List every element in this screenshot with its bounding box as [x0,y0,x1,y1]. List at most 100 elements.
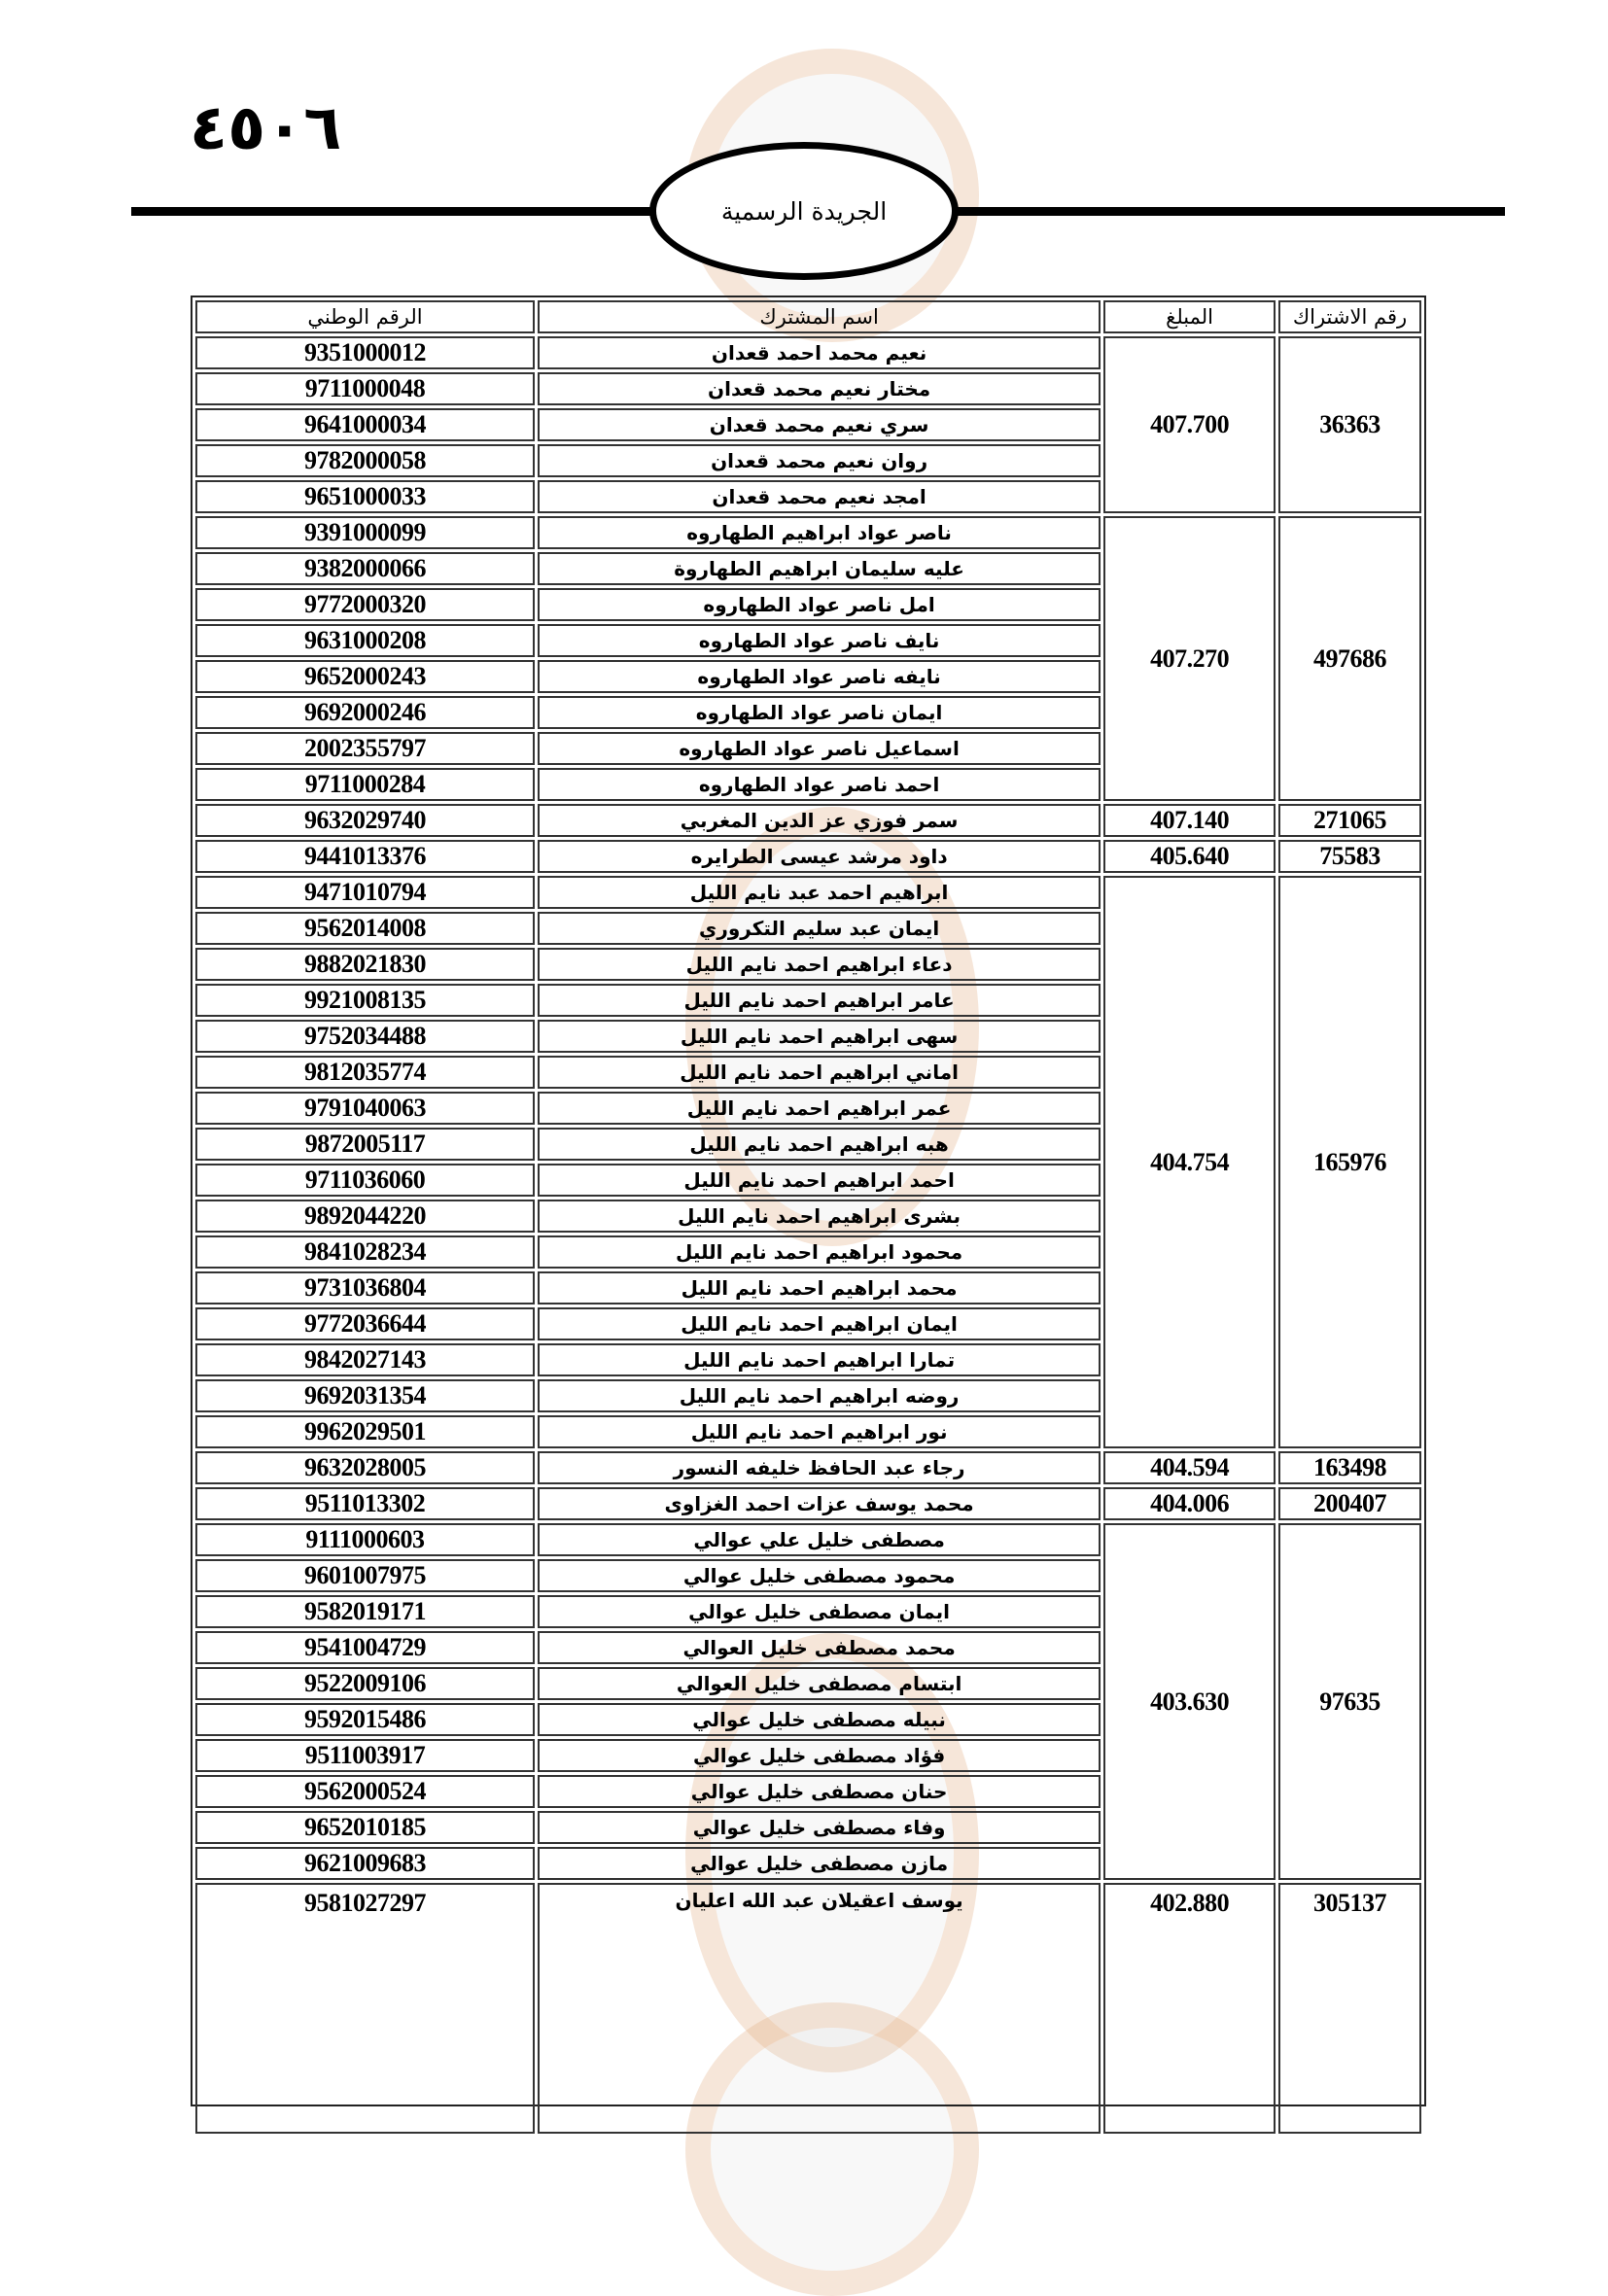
amount-cell: 404.594 [1103,1451,1276,1484]
table-row: مختار نعيم محمد قعدان 9711000048 [195,372,1421,405]
table-header-row: رقم الاشتراك المبلغ اسم المشترك الرقم ال… [195,300,1421,333]
table-row: اماني ابراهيم احمد نايم الليل 9812035774 [195,1056,1421,1089]
table-row: نايفه ناصر عواد الطهاروه 9652000243 [195,660,1421,693]
subscriber-name-cell: امجد نعيم محمد قعدان [537,480,1101,513]
subscriber-name-cell: مصطفى خليل علي عوالي [537,1523,1101,1556]
table-row: 36363 407.700 نعيم محمد احمد قعدان 93510000… [195,336,1421,513]
national-id-cell: 9772036644 [195,1307,535,1340]
header-subscription: رقم الاشتراك [1277,300,1421,333]
subscriber-name-cell: نور ابراهيم احمد نايم الليل [537,1415,1101,1448]
amount-cell: 404.006 [1103,1487,1276,1520]
amount-cell: 402.880 [1103,1883,1276,2134]
subscriber-name-cell: مختار نعيم محمد قعدان [537,372,1101,405]
table-row: روضه ابراهيم احمد نايم الليل 9692031354 [195,1379,1421,1412]
table-row: ابتسام مصطفى خليل العوالي 9522009106 [195,1667,1421,1700]
national-id-cell: 9441013376 [195,840,535,873]
national-id-cell: 9511003917 [195,1739,535,1772]
subscribers-table: رقم الاشتراك المبلغ اسم المشترك الرقم ال… [191,296,1426,2134]
table-row: نايف ناصر عواد الطهاروه 9631000208 [195,624,1421,657]
national-id-cell: 9641000034 [195,408,535,441]
subscriber-name-cell: ابراهيم احمد عبد نايم الليل [537,876,1101,909]
national-id-cell: 9772000320 [195,588,535,621]
subscriber-name-cell: سهى ابراهيم احمد نايم الليل [537,1020,1101,1053]
table-row: 305137 402.880 يوسف اعقيلان عبد الله اعليا… [195,1883,1421,2134]
subscriber-name-cell: دعاء ابراهيم احمد نايم الليل [537,948,1101,981]
subscriber-name-cell: عامر ابراهيم احمد نايم الليل [537,984,1101,1017]
subscriber-name-cell: تمارا ابراهيم احمد نايم الليل [537,1343,1101,1376]
table-row: 497686 407.270 ناصر عواد ابراهيم الطهاروه 9… [195,516,1421,801]
national-id-cell: 9692031354 [195,1379,535,1412]
table-row: مازن مصطفى خليل عوالي 9621009683 [195,1847,1421,1880]
subscriber-name-cell: سري نعيم محمد قعدان [537,408,1101,441]
national-id-cell: 9711000048 [195,372,535,405]
subscriber-name-cell: نبيله مصطفى خليل عوالي [537,1703,1101,1736]
table-row: محمود مصطفى خليل عوالي 9601007975 [195,1559,1421,1592]
amount-cell: 407.140 [1103,804,1276,837]
subscriber-name-cell: سمر فوزي عز الدين المغربي [537,804,1101,837]
national-id-cell: 9621009683 [195,1847,535,1880]
subscriber-name-cell: عمر ابراهيم احمد نايم الليل [537,1092,1101,1125]
national-id-cell: 9382000066 [195,552,535,585]
amount-cell: 404.754 [1103,876,1276,1448]
table-row: محمود ابراهيم احمد نايم الليل 9841028234 [195,1235,1421,1269]
national-id-cell: 9562000524 [195,1775,535,1808]
subscriber-name-cell: رجاء عبد الحافظ خليفه النسور [537,1451,1101,1484]
national-id-cell: 2002355797 [195,732,535,765]
table-row: سهى ابراهيم احمد نايم الليل 9752034488 [195,1020,1421,1053]
amount-cell: 405.640 [1103,840,1276,873]
national-id-cell: 9592015486 [195,1703,535,1736]
national-id-cell: 9892044220 [195,1200,535,1233]
table-row: عليه سليمان ابراهيم الطهاروة 9382000066 [195,552,1421,585]
subscription-number-cell: 305137 [1277,1883,1421,2134]
subscription-number-cell: 163498 [1277,1451,1421,1484]
subscriber-name-cell: محمود مصطفى خليل عوالي [537,1559,1101,1592]
national-id-cell: 9652000243 [195,660,535,693]
subscriber-name-cell: يوسف اعقيلان عبد الله اعليان [537,1883,1101,2134]
table-row: روان نعيم محمد قعدان 9782000058 [195,444,1421,477]
national-id-cell: 9962029501 [195,1415,535,1448]
national-id-cell: 9752034488 [195,1020,535,1053]
national-id-cell: 9731036804 [195,1271,535,1305]
amount-cell: 403.630 [1103,1523,1276,1880]
subscription-number-cell: 36363 [1277,336,1421,513]
subscriber-name-cell: ايمان ابراهيم احمد نايم الليل [537,1307,1101,1340]
national-id-cell: 9632029740 [195,804,535,837]
national-id-cell: 9842027143 [195,1343,535,1376]
subscriber-name-cell: ناصر عواد ابراهيم الطهاروه [537,516,1101,549]
table-row: عامر ابراهيم احمد نايم الليل 9921008135 [195,984,1421,1017]
table-row: 75583 405.640 داود مرشد عيسى الطرايره 94410… [195,840,1421,873]
table-row: محمد مصطفى خليل العوالي 9541004729 [195,1631,1421,1664]
publication-title-oval: الجريدة الرسمية [649,142,959,280]
table-row: نبيله مصطفى خليل عوالي 9592015486 [195,1703,1421,1736]
subscriber-name-cell: عليه سليمان ابراهيم الطهاروة [537,552,1101,585]
subscriber-name-cell: اماني ابراهيم احمد نايم الليل [537,1056,1101,1089]
subscriber-name-cell: روان نعيم محمد قعدان [537,444,1101,477]
page-number: ٤٥٠٦ [190,92,342,164]
subscriber-name-cell: احمد ابراهيم احمد نايم الليل [537,1164,1101,1197]
subscriber-name-cell: هبه ابراهيم احمد نايم الليل [537,1128,1101,1161]
table-body: 36363 407.700 نعيم محمد احمد قعدان 93510000… [195,336,1421,2134]
national-id-cell: 9582019171 [195,1595,535,1628]
subscriber-name-cell: احمد ناصر عواد الطهاروه [537,768,1101,801]
subscriber-name-cell: ابتسام مصطفى خليل العوالي [537,1667,1101,1700]
table-row: محمد ابراهيم احمد نايم الليل 9731036804 [195,1271,1421,1305]
table-row: امجد نعيم محمد قعدان 9651000033 [195,480,1421,513]
table-row: فؤاد مصطفى خليل عوالي 9511003917 [195,1739,1421,1772]
table-row: دعاء ابراهيم احمد نايم الليل 9882021830 [195,948,1421,981]
table-row: 271065 407.140 سمر فوزي عز الدين المغربي 96… [195,804,1421,837]
table-row: اسماعيل ناصر عواد الطهاروه 2002355797 [195,732,1421,765]
table-row: تمارا ابراهيم احمد نايم الليل 9842027143 [195,1343,1421,1376]
national-id-cell: 9711000284 [195,768,535,801]
header-name: اسم المشترك [537,300,1101,333]
national-id-cell: 9882021830 [195,948,535,981]
table-row: احمد ناصر عواد الطهاروه 9711000284 [195,768,1421,801]
publication-title: الجريدة الرسمية [720,196,888,226]
subscriber-name-cell: نايف ناصر عواد الطهاروه [537,624,1101,657]
national-id-cell: 9812035774 [195,1056,535,1089]
table-row: ايمان عبد سليم التكروري 9562014008 [195,912,1421,945]
subscriber-name-cell: فؤاد مصطفى خليل عوالي [537,1739,1101,1772]
national-id-cell: 9921008135 [195,984,535,1017]
subscription-number-cell: 97635 [1277,1523,1421,1880]
subscriber-name-cell: نايفه ناصر عواد الطهاروه [537,660,1101,693]
subscriber-name-cell: نعيم محمد احمد قعدان [537,336,1101,369]
